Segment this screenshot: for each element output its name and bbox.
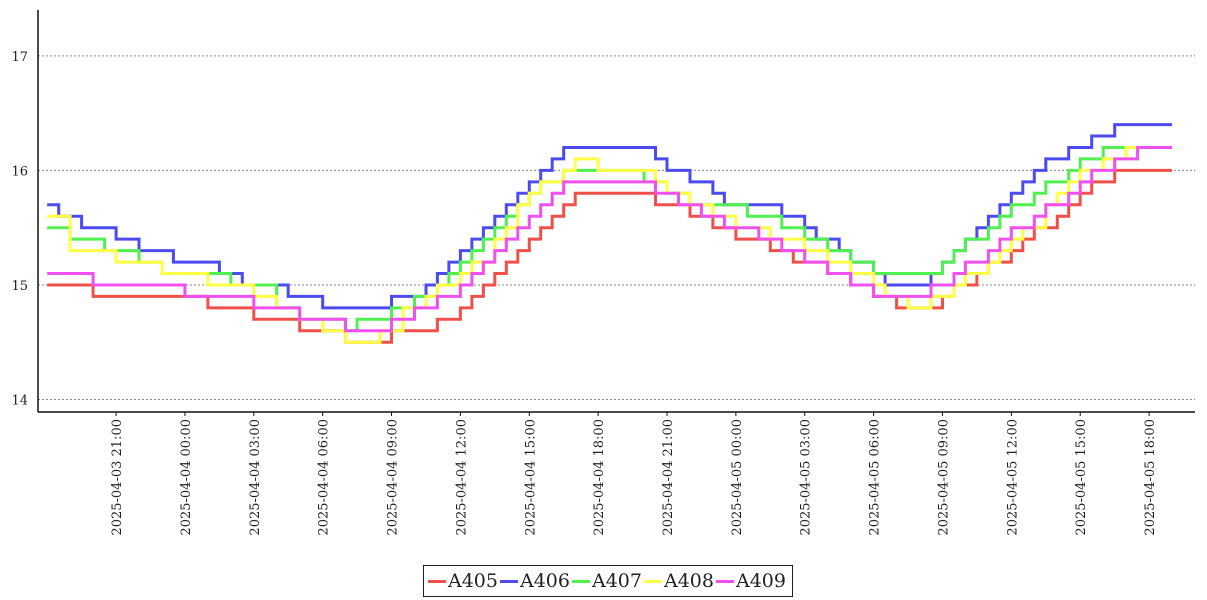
series-lines [47, 123, 1172, 344]
legend-label: A408 [664, 570, 714, 592]
x-tick-label: 2025-04-04 03:00 [248, 419, 263, 536]
y-tick-label: 17 [11, 50, 28, 65]
x-tick-label: 2025-04-05 09:00 [936, 419, 951, 536]
x-tick-label: 2025-04-05 00:00 [730, 419, 745, 536]
legend-swatch [500, 579, 518, 583]
series-line-a409 [47, 146, 1172, 333]
y-tick-label: 15 [11, 279, 28, 294]
legend: A405 A406 A407 A408 A409 [423, 565, 793, 597]
legend-label: A407 [592, 570, 642, 592]
line-chart: 14 15 16 17 2025-04-03 21:00 2025-04-04 00:00… [11, 10, 1195, 536]
y-tick-label: 14 [11, 394, 28, 409]
legend-swatch [716, 579, 734, 583]
legend-swatch [644, 579, 662, 583]
x-tick-label: 2025-04-03 21:00 [110, 419, 125, 536]
axes: 14 15 16 17 2025-04-03 21:00 2025-04-04 00:00… [11, 10, 1195, 536]
x-tick-label: 2025-04-04 00:00 [179, 419, 194, 536]
legend-item-a405: A405 [428, 570, 498, 592]
legend-item-a406: A406 [500, 570, 570, 592]
legend-label: A405 [448, 570, 498, 592]
x-tick-label: 2025-04-05 15:00 [1074, 419, 1089, 536]
legend-label: A406 [520, 570, 570, 592]
x-tick-label: 2025-04-05 12:00 [1005, 419, 1020, 536]
y-tick-label: 16 [11, 164, 28, 179]
x-tick-label: 2025-04-04 21:00 [661, 419, 676, 536]
series-line-a406 [47, 123, 1172, 310]
series-line-a405 [47, 168, 1172, 344]
x-tick-label: 2025-04-04 15:00 [523, 419, 538, 536]
legend-item-a409: A409 [716, 570, 786, 592]
x-tick-label: 2025-04-04 12:00 [454, 419, 469, 536]
x-tick-label: 2025-04-05 18:00 [1143, 419, 1158, 536]
x-tick-label: 2025-04-05 03:00 [799, 419, 814, 536]
series-line-a408 [47, 146, 1172, 344]
x-tick-label: 2025-04-04 18:00 [592, 419, 607, 536]
x-tick-label: 2025-04-04 09:00 [386, 419, 401, 536]
legend-swatch [428, 579, 446, 583]
legend-label: A409 [736, 570, 786, 592]
x-tick-label: 2025-04-04 06:00 [317, 419, 332, 536]
x-tick-label: 2025-04-05 06:00 [868, 419, 883, 536]
legend-item-a408: A408 [644, 570, 714, 592]
legend-swatch [572, 579, 590, 583]
legend-item-a407: A407 [572, 570, 642, 592]
